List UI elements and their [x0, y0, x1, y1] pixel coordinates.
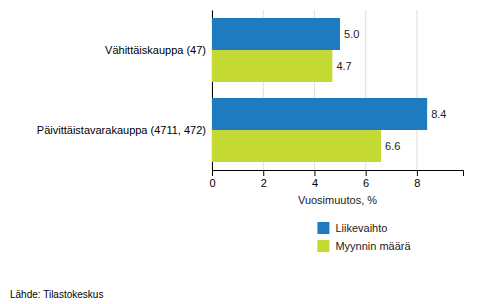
- legend-item: Liikevaihto: [317, 222, 387, 234]
- data-labels: 8.4 5.0 6.6 4.7: [336, 28, 446, 152]
- x-tick-mark: [366, 170, 367, 176]
- y-tick-label: Päivittäistavarakauppa (4711, 472): [37, 124, 206, 136]
- x-tick-mark: [314, 170, 315, 176]
- data-label: 8.4: [431, 108, 446, 120]
- grid-line: [416, 10, 417, 170]
- x-tick: 4: [312, 170, 318, 189]
- bar: [212, 50, 332, 82]
- grid: [212, 10, 417, 170]
- legend-swatch: [317, 222, 329, 234]
- y-tick-label: Vähittäiskauppa (47): [105, 44, 206, 56]
- x-tick: 2: [261, 170, 267, 189]
- bar: [212, 130, 381, 162]
- bar: [212, 18, 340, 50]
- x-tick-label: 4: [312, 177, 318, 189]
- data-label: 5.0: [344, 28, 359, 40]
- x-tick-label: 0: [209, 177, 215, 189]
- x-tick: 0: [209, 170, 215, 189]
- x-tick-label: 8: [414, 177, 420, 189]
- x-tick: 8: [414, 170, 420, 189]
- x-tick-mark: [212, 170, 213, 176]
- bars: [212, 18, 427, 162]
- legend-label: Liikevaihto: [335, 222, 387, 234]
- plot: 0 2 4 6 8 Vähittäiskauppa (47) Päivittäistavar…: [37, 10, 464, 206]
- x-tick-mark: [417, 170, 418, 176]
- x-tick-label: 2: [261, 177, 267, 189]
- legend-item: Myynnin määrä: [317, 240, 411, 252]
- x-axis: 0 2 4 6 8: [209, 170, 463, 189]
- source-note: Lähde: Tilastokeskus: [10, 289, 103, 300]
- y-tick: Vähittäiskauppa (47): [105, 44, 206, 56]
- legend: Liikevaihto Myynnin määrä: [317, 222, 411, 252]
- data-label: 6.6: [385, 140, 400, 152]
- x-axis-line: [213, 171, 464, 177]
- bar: [212, 98, 427, 130]
- y-axis: Vähittäiskauppa (47) Päivittäistavarakaup…: [37, 11, 213, 171]
- data-label: 4.7: [336, 60, 351, 72]
- x-tick-label: 6: [363, 177, 369, 189]
- legend-swatch: [317, 240, 329, 252]
- x-tick: 6: [363, 170, 369, 189]
- x-tick-mark: [263, 170, 264, 176]
- legend-label: Myynnin määrä: [335, 240, 411, 252]
- y-tick: Päivittäistavarakauppa (4711, 472): [37, 124, 206, 136]
- chart: 0 2 4 6 8 Vähittäiskauppa (47) Päivittäistavar…: [0, 0, 493, 304]
- x-axis-title: Vuosimuutos, %: [298, 194, 377, 206]
